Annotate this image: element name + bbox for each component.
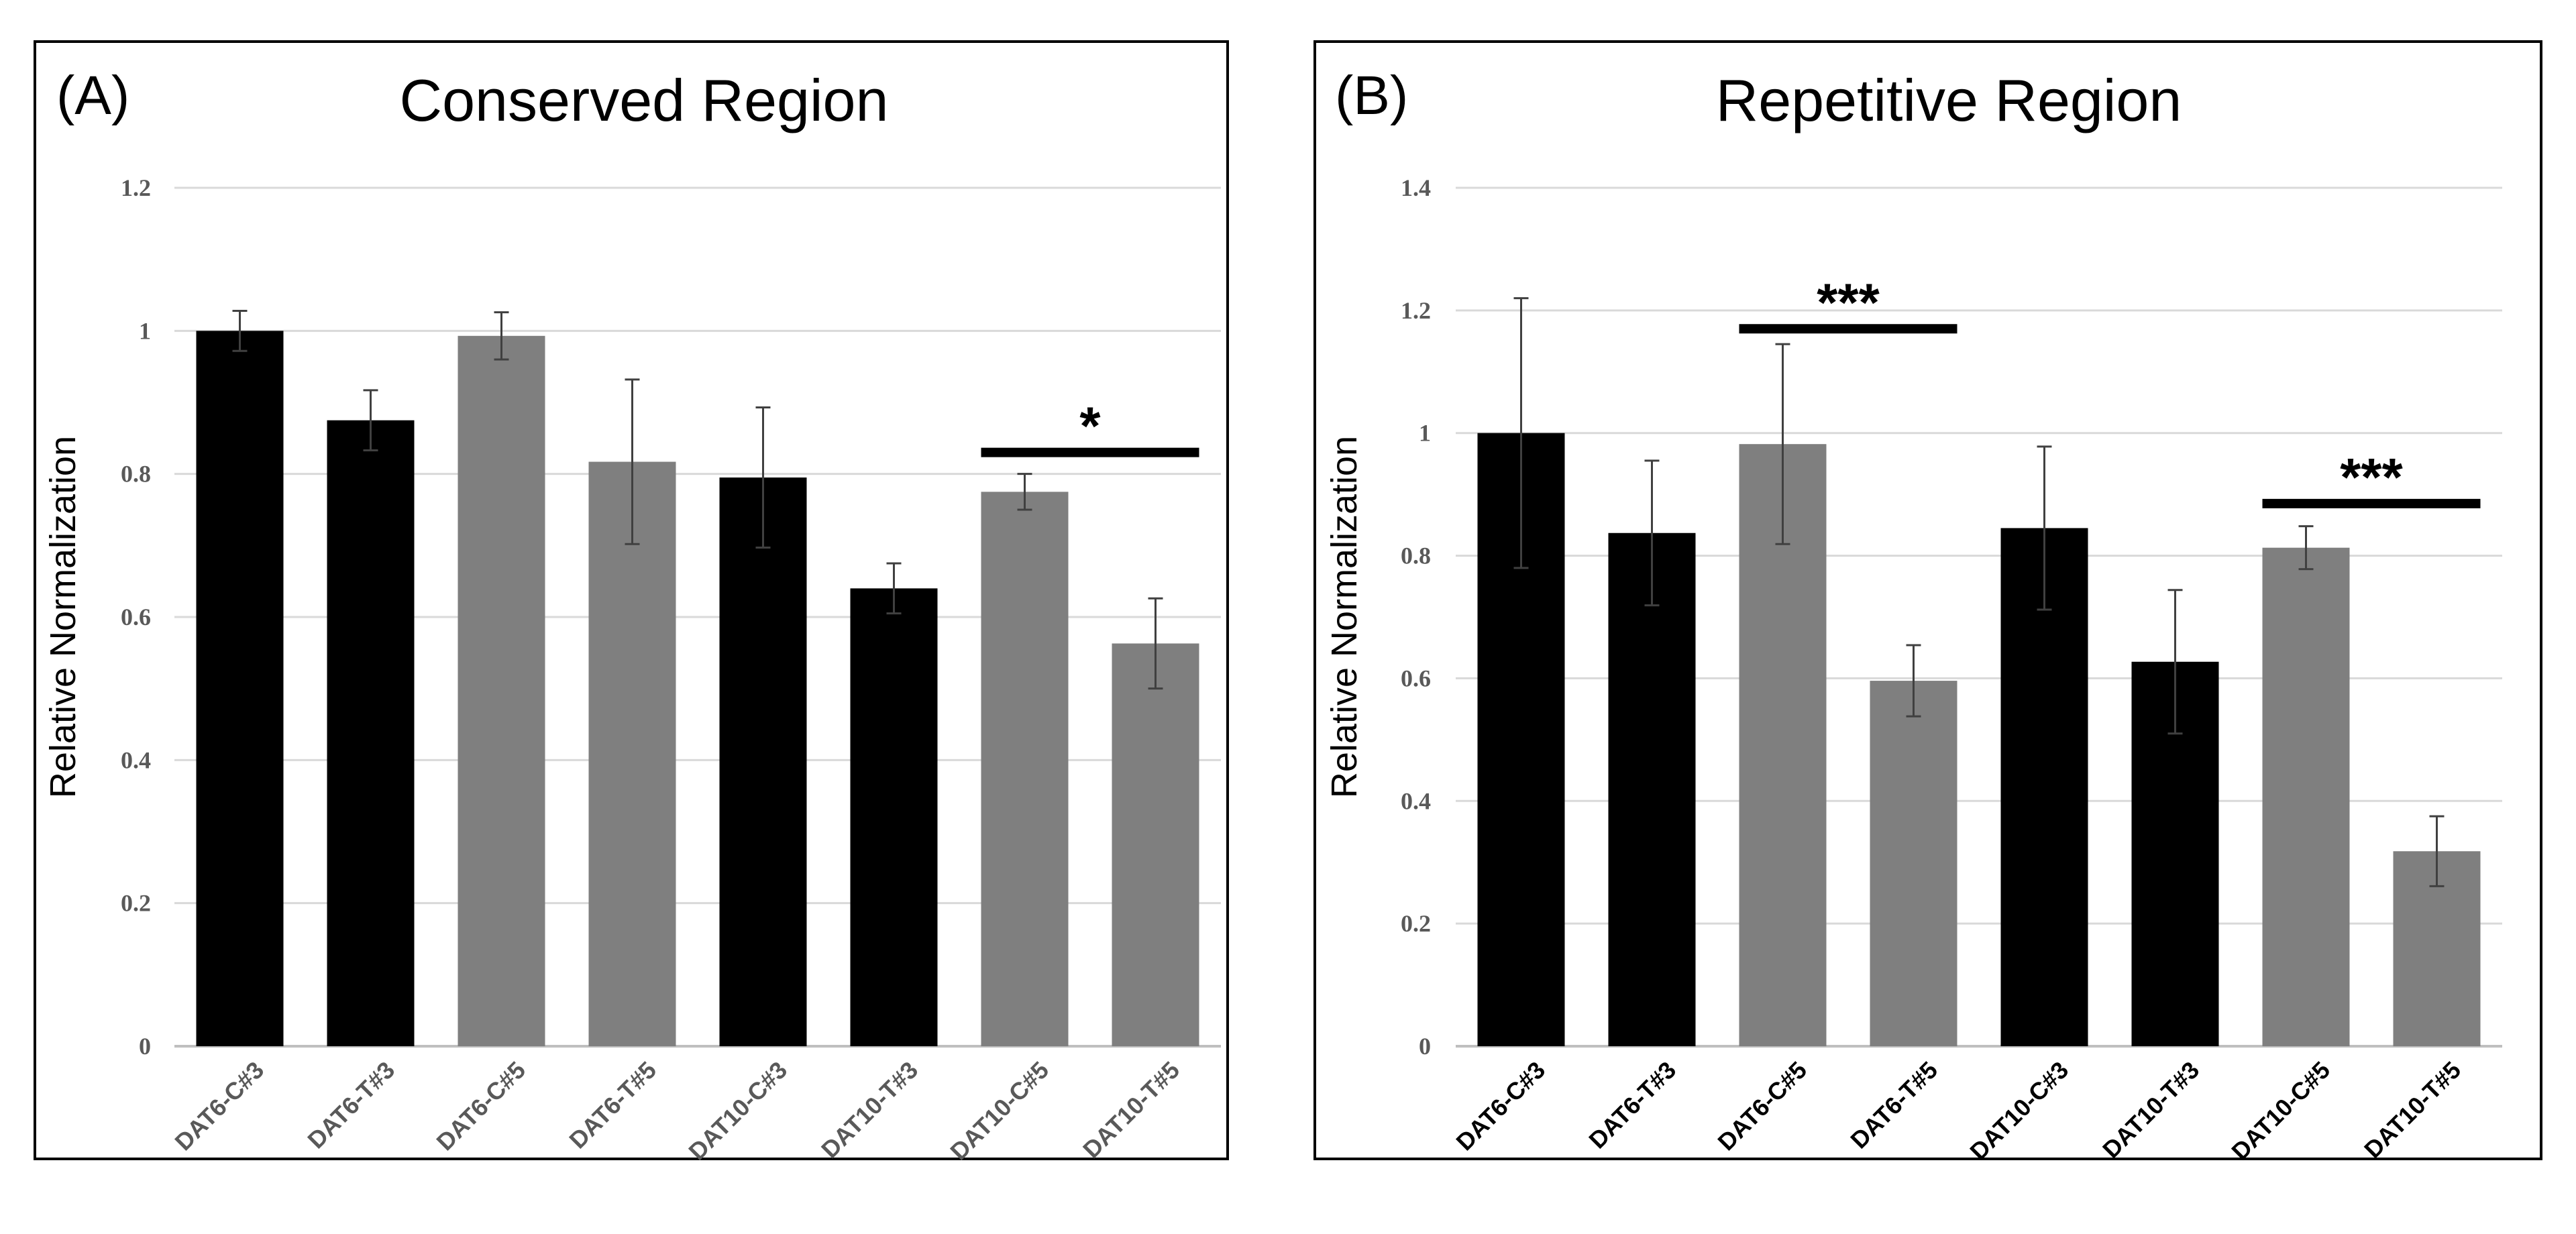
y-tick-label: 0.8 bbox=[1401, 543, 1431, 569]
bar-DAT10-C#3 bbox=[719, 478, 807, 1046]
significance-label: * bbox=[1079, 396, 1101, 456]
bar-DAT6-T#5 bbox=[588, 461, 676, 1046]
bar-DAT6-T#3 bbox=[327, 420, 415, 1046]
y-tick-label: 1.2 bbox=[121, 174, 151, 201]
bar-DAT6-T#3 bbox=[1608, 532, 1696, 1046]
bar-DAT6-T#5 bbox=[1870, 681, 1957, 1046]
y-axis-label: Relative Normalization bbox=[43, 436, 83, 798]
y-tick-label: 0.6 bbox=[121, 604, 151, 630]
bar-DAT6-C#3 bbox=[196, 331, 284, 1046]
chart-title: Conserved Region bbox=[400, 67, 889, 133]
bar-DAT10-T#3 bbox=[850, 588, 938, 1046]
panel-label: (B) bbox=[1335, 65, 1408, 126]
y-tick-label: 0.6 bbox=[1401, 665, 1431, 691]
y-tick-label: 0.4 bbox=[1401, 787, 1431, 814]
bar-DAT10-C#3 bbox=[2000, 528, 2088, 1046]
y-tick-label: 0 bbox=[139, 1033, 151, 1060]
bar-DAT10-T#5 bbox=[1112, 643, 1199, 1046]
bar-DAT10-C#5 bbox=[2262, 547, 2350, 1046]
bar-DAT10-C#5 bbox=[981, 492, 1069, 1046]
y-tick-label: 1.2 bbox=[1401, 297, 1431, 324]
y-tick-label: 0.4 bbox=[121, 746, 151, 773]
y-tick-label: 1 bbox=[1419, 420, 1431, 447]
significance-label: *** bbox=[2340, 447, 2403, 507]
bar-DAT6-C#5 bbox=[458, 335, 545, 1046]
y-tick-label: 0.2 bbox=[121, 890, 151, 917]
chart-title: Repetitive Region bbox=[1716, 67, 2182, 133]
y-tick-label: 1.4 bbox=[1401, 174, 1431, 201]
y-tick-label: 0.2 bbox=[1401, 910, 1431, 937]
y-axis-label: Relative Normalization bbox=[1324, 436, 1364, 798]
y-tick-label: 1 bbox=[139, 317, 151, 344]
significance-label: *** bbox=[1817, 272, 1880, 332]
y-tick-label: 0 bbox=[1419, 1033, 1431, 1060]
panel-a: (A) Conserved Region Relative Normalizatio… bbox=[34, 40, 1229, 1166]
y-tick-label: 0.8 bbox=[121, 461, 151, 488]
panel-b: (B) Repetitive Region Relative Normalizati… bbox=[1313, 40, 2542, 1166]
panel-label: (A) bbox=[56, 65, 129, 126]
